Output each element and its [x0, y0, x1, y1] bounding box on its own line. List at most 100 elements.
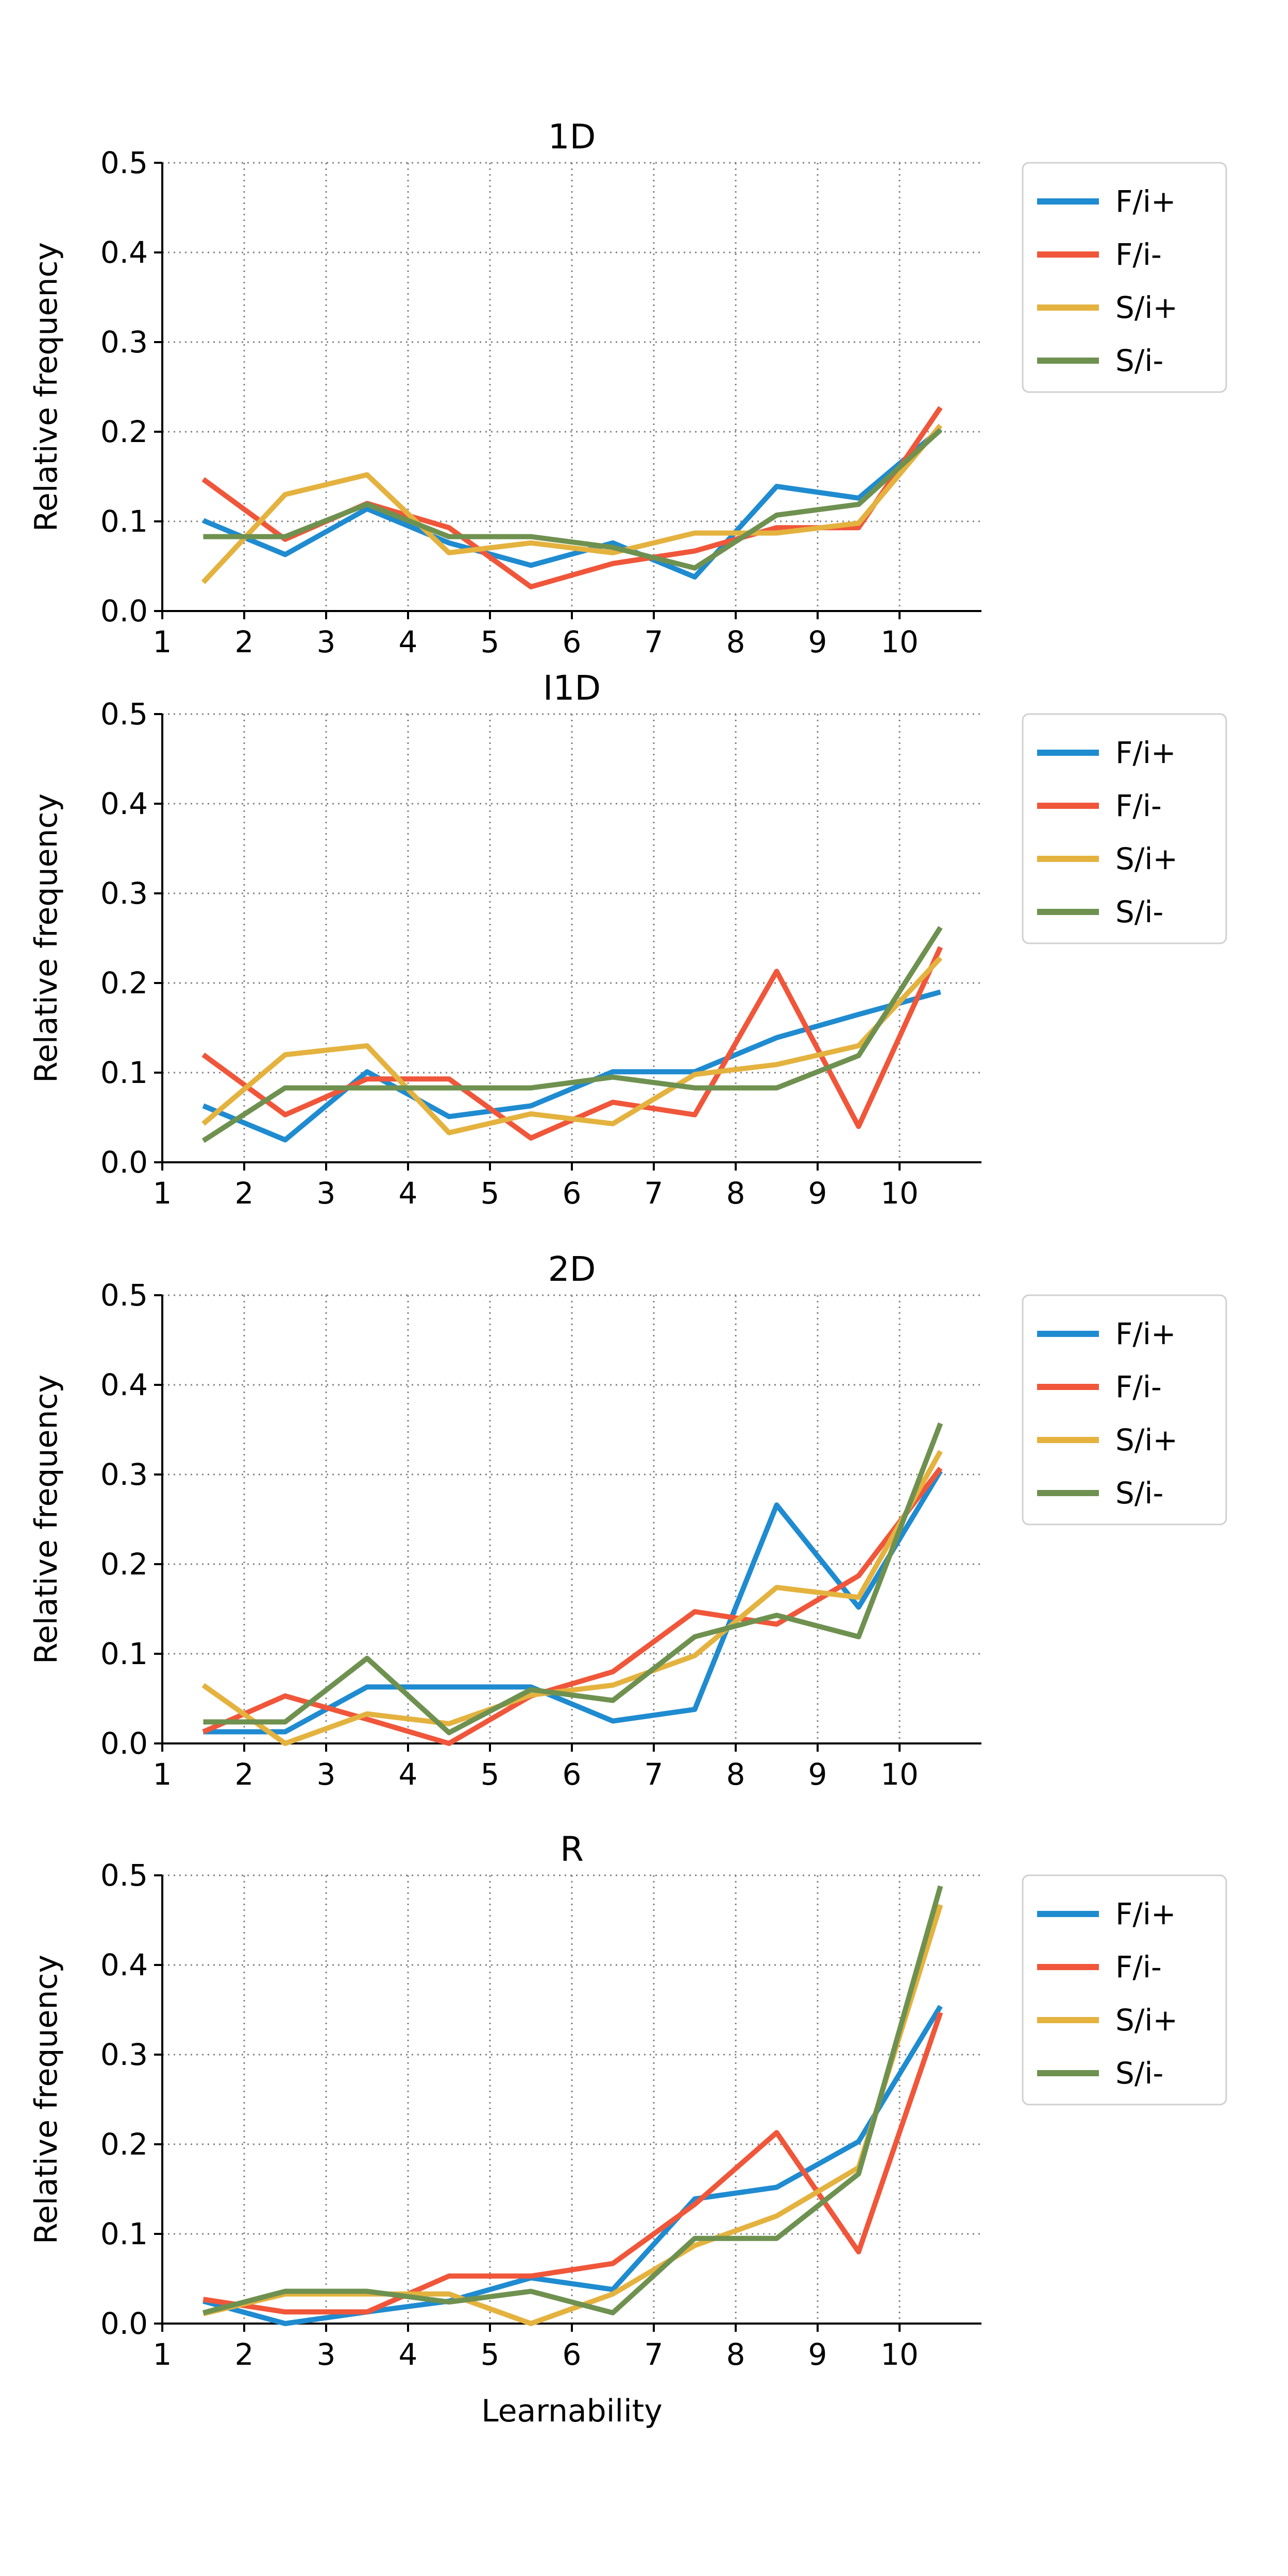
- x-tick-label: 4: [399, 1176, 418, 1211]
- x-tick-label: 9: [808, 624, 827, 659]
- y-tick-label: 0.3: [100, 876, 148, 911]
- y-tick-label: 0.3: [100, 325, 148, 360]
- x-tick-label: 7: [645, 1757, 664, 1792]
- x-tick-label: 5: [481, 1757, 500, 1792]
- x-tick-label: 1: [153, 624, 172, 659]
- series-line-fi: [202, 1466, 943, 1746]
- legend-frame: [1022, 1294, 1227, 1526]
- x-tick-label: 7: [645, 2337, 664, 2372]
- series-line-si: [202, 1904, 943, 2326]
- y-tick-label: 0.0: [100, 2306, 148, 2341]
- y-tick-label: 0.0: [100, 1145, 148, 1180]
- y-tick-label: 0.1: [100, 2216, 148, 2251]
- y-tick-label: 0.4: [100, 1367, 148, 1402]
- y-axis-label: Relative frequency: [28, 793, 64, 1083]
- series-line-si: [201, 926, 943, 1143]
- y-tick-label: 0.5: [100, 1858, 148, 1893]
- legend-label: F/i+: [1115, 1896, 1176, 1931]
- chart-title: R: [560, 1829, 584, 1869]
- y-axis-label: Relative frequency: [28, 242, 64, 532]
- x-tick-label: 4: [399, 2337, 418, 2372]
- legend-label: F/i-: [1115, 1369, 1162, 1404]
- legend-label: S/i+: [1115, 841, 1178, 876]
- legend: F/i+ F/i- S/i+ S/i-: [1022, 1294, 1227, 1526]
- x-tick-label: 10: [880, 1176, 919, 1211]
- chart-panel-2: 1 2 3 4 5 6 7 8 9 10 0.0 0.1 0.2 0.3 0.4 0.5 I1D Relative…: [28, 668, 1227, 1211]
- x-tick-label: 1: [153, 2337, 172, 2372]
- x-tick-label: 5: [481, 624, 500, 659]
- x-tick-label: 3: [317, 2337, 336, 2372]
- y-tick-label: 0.1: [100, 1636, 148, 1671]
- series-line-si: [201, 1450, 943, 1746]
- series-line-si: [203, 1422, 943, 1736]
- chart-panel-1: 1 2 3 4 5 6 7 8 9 10 0.0 0.1 0.2 0.3 0.4 0.5 1D Relative …: [28, 117, 1227, 659]
- x-tick-label: 6: [563, 2337, 582, 2372]
- y-axis-label: Relative frequency: [28, 1955, 64, 2244]
- x-tick-label: 8: [726, 1176, 745, 1211]
- x-tick-label: 6: [563, 624, 582, 659]
- x-tick-label: 6: [563, 1176, 582, 1211]
- x-tick-label: 9: [808, 1176, 827, 1211]
- legend-label: S/i-: [1115, 2056, 1163, 2091]
- legend-frame: [1022, 162, 1227, 393]
- series-line-fi: [202, 989, 941, 1143]
- y-tick-label: 0.4: [100, 235, 148, 270]
- x-tick-label: 8: [726, 2337, 745, 2372]
- chart-title: 1D: [548, 117, 596, 157]
- x-tick-label: 10: [880, 2337, 919, 2372]
- legend-label: F/i+: [1115, 735, 1176, 770]
- x-tick-label: 8: [726, 1757, 745, 1792]
- legend-label: S/i-: [1115, 343, 1163, 378]
- x-tick-label: 3: [317, 1757, 336, 1792]
- legend: F/i+ F/i- S/i+ S/i-: [1022, 162, 1227, 393]
- chart-title: I1D: [543, 668, 601, 708]
- x-tick-label: 2: [235, 2337, 254, 2372]
- y-tick-label: 0.3: [100, 2037, 148, 2072]
- y-tick-label: 0.2: [100, 2127, 148, 2162]
- y-tick-label: 0.0: [100, 594, 148, 629]
- legend: F/i+ F/i- S/i+ S/i-: [1022, 1874, 1227, 2106]
- chart-title: 2D: [548, 1249, 596, 1289]
- legend: F/i+ F/i- S/i+ S/i-: [1022, 713, 1227, 944]
- x-tick-label: 7: [645, 624, 664, 659]
- y-tick-label: 0.2: [100, 965, 148, 1001]
- x-tick-label: 10: [880, 1757, 919, 1792]
- x-tick-label: 2: [235, 1176, 254, 1211]
- x-tick-label: 3: [317, 624, 336, 659]
- legend-frame: [1022, 713, 1227, 944]
- y-tick-label: 0.4: [100, 1947, 148, 1982]
- legend-label: F/i-: [1115, 788, 1162, 823]
- legend-label: S/i+: [1115, 1422, 1178, 1458]
- legend-label: S/i-: [1115, 1476, 1163, 1511]
- y-axis-label: Relative frequency: [28, 1375, 64, 1664]
- legend-label: S/i+: [1115, 2003, 1178, 2038]
- x-tick-label: 1: [153, 1757, 172, 1792]
- x-tick-label: 4: [399, 624, 418, 659]
- y-tick-label: 0.5: [100, 697, 148, 732]
- y-tick-label: 0.2: [100, 1547, 148, 1582]
- x-tick-label: 10: [880, 624, 919, 659]
- y-tick-label: 0.5: [100, 1278, 148, 1313]
- y-tick-label: 0.5: [100, 145, 148, 180]
- x-tick-label: 2: [235, 1757, 254, 1792]
- x-tick-label: 3: [317, 1176, 336, 1211]
- y-tick-label: 0.2: [100, 414, 148, 449]
- legend-label: F/i+: [1115, 184, 1176, 219]
- y-tick-label: 0.4: [100, 786, 148, 821]
- x-tick-label: 9: [808, 2337, 827, 2372]
- x-tick-label: 1: [153, 1176, 172, 1211]
- x-axis-label: Learnability: [481, 2393, 663, 2429]
- x-tick-label: 7: [645, 1176, 664, 1211]
- legend-label: F/i-: [1115, 1950, 1162, 1985]
- y-tick-label: 0.0: [100, 1726, 148, 1761]
- series-line-si: [202, 1885, 943, 2316]
- series-line-fi: [202, 2005, 943, 2326]
- y-tick-label: 0.3: [100, 1457, 148, 1492]
- x-tick-label: 5: [481, 2337, 500, 2372]
- x-tick-label: 6: [563, 1757, 582, 1792]
- x-tick-label: 5: [481, 1176, 500, 1211]
- x-tick-label: 8: [726, 624, 745, 659]
- legend-label: F/i+: [1115, 1316, 1176, 1351]
- y-tick-label: 0.1: [100, 504, 148, 539]
